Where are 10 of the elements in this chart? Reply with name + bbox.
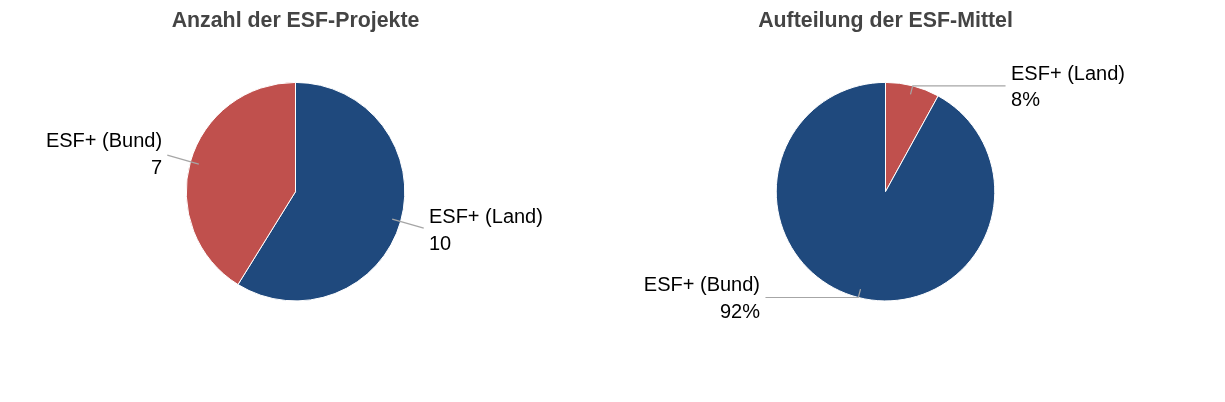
data-label: 92% [719, 299, 761, 322]
slice-label: ESF+ (Land) [1011, 61, 1125, 84]
data-label: 8% [1011, 88, 1041, 111]
slice-label: ESF+ (Bund) [45, 129, 163, 152]
data-label: 10 [428, 231, 452, 254]
slice-label: ESF+ (Land) [428, 205, 543, 228]
data-label: 7 [150, 155, 163, 178]
chart-title: Aufteilung der ESF-Mittel [758, 7, 1013, 32]
slice-label: ESF+ (Bund) [643, 273, 760, 296]
chart-title: Anzahl der ESF-Projekte [171, 7, 420, 32]
